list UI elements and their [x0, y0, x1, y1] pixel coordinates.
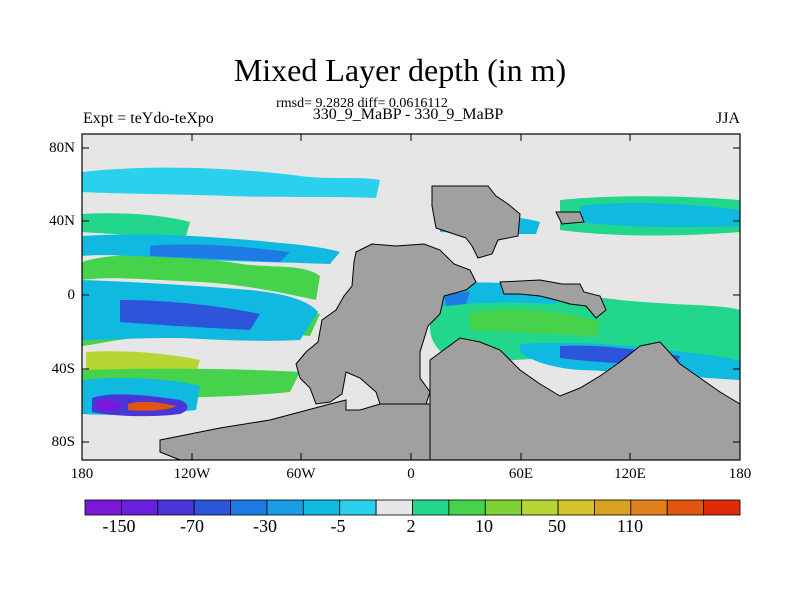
experiment-label: Expt = teYdo-teXpo	[83, 110, 214, 127]
colorbar-box	[666, 499, 705, 516]
negative-region	[82, 167, 380, 198]
colorbar-box	[339, 499, 377, 516]
land-layer	[82, 185, 741, 461]
lon-label: 180	[728, 466, 752, 482]
positive-region	[86, 351, 200, 372]
difference-label: 330_9_MaBP - 330_9_MaBP	[312, 106, 504, 123]
stats-text: rmsd= 9.2828 diff= 0.0616112	[276, 96, 448, 111]
colorbar-box	[448, 499, 486, 516]
colorbar-label: -150	[102, 516, 136, 536]
lat-label: 40S	[51, 361, 75, 377]
map-panel	[81, 133, 741, 461]
negative-region	[580, 203, 740, 228]
colorbar-label: -30	[253, 516, 277, 536]
lat-label: 40N	[49, 213, 75, 229]
colorbar-box	[84, 499, 122, 516]
colorbar-box	[120, 499, 159, 516]
land-mass-east	[499, 279, 607, 319]
land-mass-southwest	[82, 430, 150, 460]
colorbar-box	[703, 499, 741, 516]
negative-region	[96, 399, 122, 411]
lon-label: 120E	[614, 466, 646, 482]
colorbar-box	[230, 499, 268, 516]
lon-label: 0	[407, 466, 415, 482]
colorbar-label: 50	[548, 516, 566, 536]
negative-region	[120, 300, 260, 330]
lon-label: 60W	[286, 466, 316, 482]
colorbar-box	[266, 499, 304, 516]
colorbar	[84, 499, 741, 516]
colorbar-box	[521, 499, 559, 516]
positive-spot	[128, 401, 176, 411]
colorbar-label: -70	[180, 516, 204, 536]
negative-region	[150, 244, 290, 262]
colorbar-box	[412, 499, 450, 516]
colorbar-box	[375, 499, 413, 516]
colorbar-box	[157, 499, 195, 516]
positive-region	[82, 255, 320, 300]
lon-label: 60E	[508, 466, 534, 482]
axis-ticks	[81, 134, 741, 460]
lat-label: 0	[67, 287, 76, 303]
season-label: JJA	[716, 110, 741, 127]
land-mass-central	[295, 243, 477, 405]
colorbar-box	[302, 499, 341, 516]
colorbar-box	[557, 499, 595, 516]
lat-label: 80N	[49, 140, 75, 156]
lon-label: 120W	[173, 466, 211, 482]
colorbar-box	[193, 499, 231, 516]
colorbar-label: -5	[330, 516, 346, 536]
land-mass-eurasia	[431, 185, 521, 259]
colorbar-label: 10	[475, 516, 493, 536]
colorbar-box	[594, 499, 632, 516]
lon-label: 180	[70, 466, 94, 482]
map-title: Mixed Layer depth (in m)	[233, 52, 567, 88]
colorbar-label: 2	[406, 516, 416, 536]
positive-region	[82, 213, 190, 236]
lat-label: 80S	[51, 434, 75, 450]
positive-region	[470, 309, 600, 336]
colorbar-box	[484, 499, 523, 516]
colorbar-label: 110	[616, 516, 644, 536]
negative-region	[444, 292, 470, 306]
land-mass-island	[555, 211, 585, 225]
colorbar-box	[630, 499, 668, 516]
